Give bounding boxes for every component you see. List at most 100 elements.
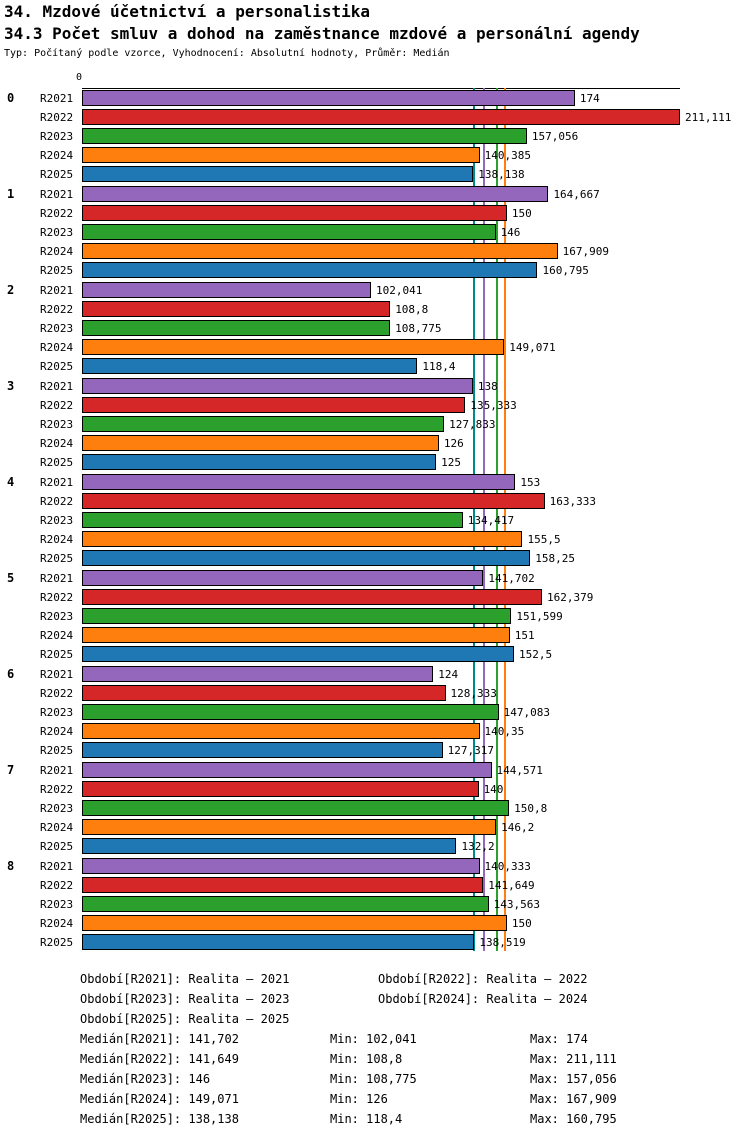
series-row-label: R2021: [40, 476, 74, 489]
bar-value-label: 140: [483, 783, 504, 796]
bar-R2024: [82, 339, 505, 355]
bar-R2021: [82, 90, 575, 106]
bar-value-label: 140,385: [484, 149, 532, 162]
bar-R2021: [82, 858, 480, 874]
series-row-label: R2023: [40, 418, 74, 431]
bar-R2021: [82, 186, 549, 202]
bar-value-label: 138: [477, 380, 498, 393]
bar-value-label: 146: [500, 226, 521, 239]
group-label: 5: [7, 571, 15, 585]
page-title: 34. Mzdové účetnictví a personalistika: [4, 2, 371, 21]
series-row-label: R2025: [40, 936, 74, 949]
stat-max: Max: 157,056: [530, 1072, 617, 1086]
bar-value-label: 125: [441, 456, 461, 469]
bar-value-label: 134,417: [467, 514, 515, 527]
bar-R2021: [82, 570, 484, 586]
bar-R2022: [82, 493, 545, 509]
bar-value-label: 151,599: [516, 610, 563, 623]
bar-R2021: [82, 666, 434, 682]
bar-R2024: [82, 435, 439, 451]
series-row-label: R2022: [40, 879, 74, 892]
bar-value-label: 141,649: [488, 879, 535, 892]
bar-R2024: [82, 723, 480, 739]
series-row-label: R2025: [40, 264, 74, 277]
group-label: 3: [7, 379, 15, 393]
bar-R2023: [82, 896, 489, 912]
group-label: 6: [7, 667, 15, 681]
group-label: 2: [7, 283, 15, 297]
series-row-label: R2023: [40, 610, 74, 623]
series-row-label: R2023: [40, 226, 74, 239]
bar-R2024: [82, 819, 497, 835]
series-row-label: R2022: [40, 111, 74, 124]
series-row-label: R2021: [40, 380, 74, 393]
bar-R2025: [82, 838, 457, 854]
bar-R2022: [82, 589, 542, 605]
group-label: 4: [7, 475, 15, 489]
bar-value-label: 153: [520, 476, 541, 489]
series-row-label: R2023: [40, 706, 74, 719]
median-line-R2025: [473, 88, 476, 951]
bar-R2023: [82, 320, 391, 336]
bar-value-label: 150: [511, 917, 532, 930]
bar-value-label: 108,775: [395, 322, 442, 335]
median-line-R2023: [495, 88, 498, 951]
bar-value-label: 163,333: [549, 495, 597, 508]
stat-max: Max: 160,795: [530, 1112, 617, 1126]
bar-R2023: [82, 512, 463, 528]
group-label: 0: [7, 91, 15, 105]
series-row-label: R2021: [40, 572, 74, 585]
series-row-label: R2023: [40, 322, 74, 335]
legend-entry: Období[R2024]: Realita – 2024: [378, 992, 588, 1006]
series-row-label: R2025: [40, 456, 74, 469]
bar-R2025: [82, 742, 443, 758]
bar-value-label: 135,333: [470, 399, 517, 412]
x-axis-line: [82, 88, 680, 89]
bar-value-label: 167,909: [562, 245, 609, 258]
bar-R2025: [82, 550, 531, 566]
bar-value-label: 102,041: [376, 284, 423, 297]
bar-value-label: 150,8: [514, 802, 548, 815]
bar-value-label: 128,333: [450, 687, 497, 700]
bar-R2022: [82, 205, 507, 221]
bar-R2025: [82, 358, 418, 374]
series-row-label: R2021: [40, 764, 74, 777]
bar-R2025: [82, 454, 437, 470]
median-line-R2021: [483, 88, 486, 951]
series-row-label: R2025: [40, 552, 74, 565]
series-row-label: R2021: [40, 668, 74, 681]
bar-value-label: 157,056: [531, 130, 579, 143]
stat-median: Medián[R2023]: 146: [80, 1072, 211, 1086]
series-row-label: R2024: [40, 341, 74, 354]
series-row-label: R2021: [40, 284, 74, 297]
bar-R2023: [82, 416, 445, 432]
bar-R2023: [82, 704, 499, 720]
bar-R2023: [82, 128, 527, 144]
bar-R2022: [82, 781, 479, 797]
stat-max: Max: 211,111: [530, 1052, 617, 1066]
series-row-label: R2025: [40, 168, 74, 181]
series-row-label: R2024: [40, 917, 74, 930]
series-row-label: R2024: [40, 725, 74, 738]
series-row-label: R2023: [40, 514, 74, 527]
legend-entry: Období[R2025]: Realita – 2025: [80, 1012, 290, 1026]
stat-min: Min: 108,8: [330, 1052, 403, 1066]
series-row-label: R2023: [40, 898, 74, 911]
bar-value-label: 138,519: [479, 936, 526, 949]
stat-median: Medián[R2025]: 138,138: [80, 1112, 239, 1126]
series-row-label: R2023: [40, 130, 74, 143]
bar-value-label: 143,563: [493, 898, 541, 911]
bar-value-label: 141,702: [488, 572, 535, 585]
series-row-label: R2021: [40, 860, 74, 873]
series-row-label: R2024: [40, 629, 74, 642]
legend-entry: Období[R2021]: Realita – 2021: [80, 972, 290, 986]
series-row-label: R2025: [40, 648, 74, 661]
bar-R2023: [82, 224, 496, 240]
stat-median: Medián[R2024]: 149,071: [80, 1092, 239, 1106]
series-row-label: R2022: [40, 783, 74, 796]
series-row-label: R2024: [40, 821, 74, 834]
bar-value-label: 124: [438, 668, 459, 681]
bar-value-label: 127,317: [447, 744, 494, 757]
series-row-label: R2022: [40, 495, 74, 508]
